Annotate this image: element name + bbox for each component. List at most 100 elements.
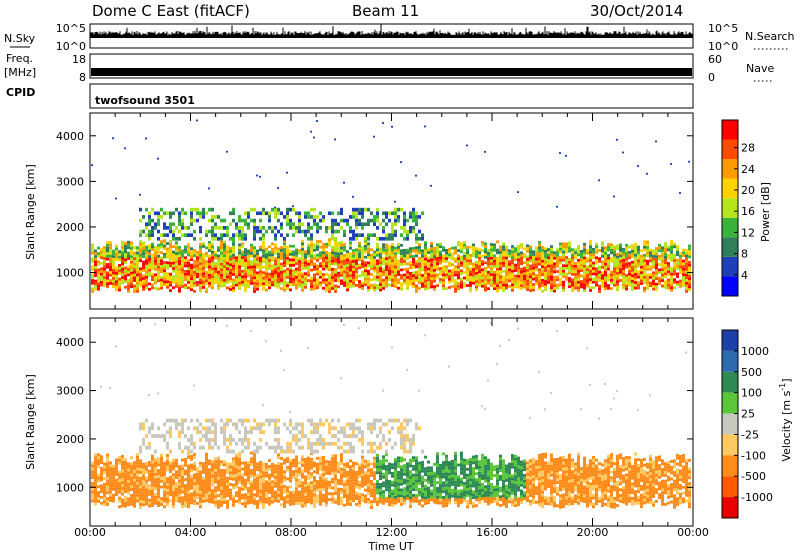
heatmap-cell	[418, 215, 421, 219]
heatmap-cell	[517, 285, 520, 289]
heatmap-cell	[424, 279, 427, 283]
heatmap-cell	[337, 502, 340, 506]
heatmap-cell	[148, 478, 151, 482]
heatmap-cell	[133, 279, 136, 282]
heatmap-cell	[136, 251, 139, 255]
heatmap-cell	[238, 495, 241, 499]
heatmap-cell	[550, 278, 553, 281]
heatmap-cell	[298, 271, 301, 274]
heatmap-cell	[91, 257, 94, 260]
heatmap-cell	[142, 485, 145, 489]
heatmap-cell	[145, 267, 148, 271]
heatmap-cell	[682, 265, 685, 268]
heatmap-cell	[106, 465, 109, 469]
heatmap-cell	[214, 281, 217, 284]
heatmap-cell	[154, 481, 157, 485]
heatmap-cell	[127, 471, 130, 475]
heatmap-cell	[415, 279, 418, 282]
heatmap-cell	[274, 268, 277, 271]
heatmap-cell	[148, 263, 151, 267]
heatmap-cell	[316, 471, 319, 475]
heatmap-cell	[601, 249, 604, 253]
heatmap-cell	[259, 478, 262, 482]
heatmap-cell	[301, 493, 304, 496]
heatmap-cell	[520, 259, 523, 263]
heatmap-cell	[415, 233, 418, 237]
heatmap-cell	[280, 211, 283, 216]
heatmap-cell	[226, 476, 229, 480]
heatmap-cell	[337, 479, 340, 482]
heatmap-cell	[679, 285, 682, 288]
heatmap-cell	[166, 272, 169, 275]
heatmap-cell	[172, 275, 175, 279]
heatmap-cell	[166, 480, 169, 484]
heatmap-cell	[244, 464, 247, 468]
heatmap-cell	[244, 496, 247, 500]
heatmap-cell	[286, 215, 289, 219]
heatmap-cell	[151, 492, 154, 496]
heatmap-cell	[148, 233, 151, 237]
heatmap-cell	[271, 280, 274, 284]
heatmap-cell	[235, 226, 238, 230]
heatmap-cell	[502, 289, 505, 292]
heatmap-cell	[148, 268, 151, 272]
heatmap-cell	[253, 481, 256, 485]
heatmap-cell	[190, 274, 193, 278]
heatmap-cell	[169, 245, 172, 249]
heatmap-cell	[442, 254, 445, 258]
heatmap-cell	[544, 282, 547, 286]
heatmap-cell	[97, 476, 100, 480]
heatmap-cell	[613, 259, 616, 262]
heatmap-cell	[310, 226, 313, 230]
heatmap-cell	[529, 286, 532, 290]
heatmap-cell	[169, 487, 172, 491]
heatmap-cell	[130, 249, 133, 253]
heatmap-cell	[616, 274, 619, 278]
heatmap-cell	[517, 255, 520, 259]
heatmap-cell	[115, 250, 118, 253]
heatmap-cell	[307, 445, 310, 450]
heatmap-cell	[94, 282, 97, 286]
heatmap-cell	[424, 260, 427, 264]
heatmap-cell	[277, 187, 279, 189]
heatmap-cell	[343, 256, 346, 260]
heatmap-cell	[298, 222, 301, 227]
heatmap-cell	[154, 259, 157, 263]
heatmap-cell	[118, 269, 121, 273]
heatmap-cell	[148, 498, 151, 502]
heatmap-cell	[490, 262, 493, 265]
heatmap-cell	[511, 277, 514, 281]
heatmap-cell	[178, 284, 181, 288]
heatmap-cell	[679, 282, 682, 286]
heatmap-cell	[118, 258, 121, 262]
heatmap-cell	[679, 265, 682, 269]
heatmap-cell	[250, 282, 253, 285]
heatmap-cell	[115, 467, 118, 471]
heatmap-cell	[250, 498, 253, 501]
heatmap-cell	[94, 493, 97, 497]
heatmap-cell	[208, 187, 210, 190]
heatmap-cell	[127, 254, 130, 258]
heatmap-cell	[115, 288, 118, 292]
heatmap-cell	[211, 264, 214, 268]
heatmap-cell	[295, 478, 298, 482]
heatmap-cell	[283, 458, 286, 462]
heatmap-cell	[106, 285, 109, 288]
heatmap-cell	[208, 218, 211, 223]
heatmap-cell	[235, 470, 238, 474]
heatmap-cell	[688, 288, 691, 292]
heatmap-cell	[388, 233, 391, 237]
heatmap-cell	[136, 479, 139, 483]
heatmap-cell	[130, 465, 133, 468]
heatmap-cell	[568, 277, 571, 280]
heatmap-cell	[664, 242, 667, 245]
heatmap-cell	[265, 462, 268, 466]
heatmap-cell	[97, 263, 100, 266]
heatmap-cell	[559, 248, 562, 251]
heatmap-cell	[199, 437, 202, 442]
heatmap-cell	[469, 259, 472, 263]
heatmap-cell	[460, 280, 463, 284]
heatmap-cell	[193, 445, 196, 450]
heatmap-cell	[139, 482, 142, 486]
